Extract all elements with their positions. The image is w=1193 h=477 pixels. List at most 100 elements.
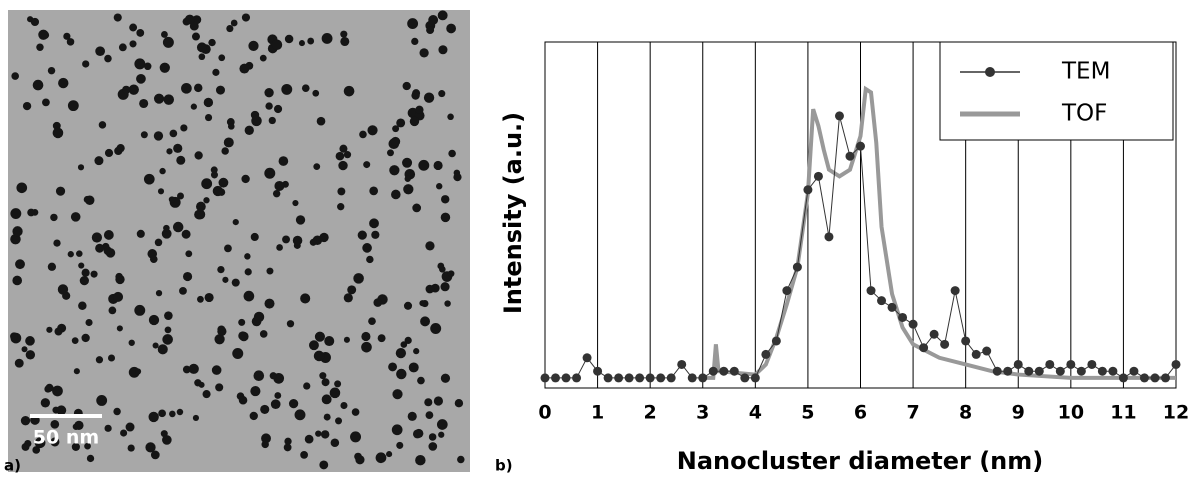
particle xyxy=(44,385,52,393)
particle xyxy=(218,177,229,188)
data-point xyxy=(719,366,729,376)
data-point xyxy=(540,373,550,383)
particle xyxy=(94,156,104,166)
particle xyxy=(261,433,271,444)
particle xyxy=(319,232,329,243)
particle xyxy=(162,334,173,345)
data-point xyxy=(603,373,613,383)
particles xyxy=(10,10,465,470)
particle xyxy=(25,350,36,360)
particle xyxy=(196,42,207,53)
particle xyxy=(440,373,451,383)
particle xyxy=(444,300,451,307)
particle xyxy=(340,402,348,410)
particle xyxy=(391,424,403,436)
particle xyxy=(10,233,21,245)
particle xyxy=(212,185,223,197)
particle xyxy=(448,149,456,158)
particle xyxy=(118,43,127,52)
particle xyxy=(265,102,273,110)
particle xyxy=(453,172,462,182)
particle xyxy=(440,282,450,292)
particle xyxy=(192,414,200,422)
particle xyxy=(50,213,58,222)
particle xyxy=(369,218,379,229)
particle xyxy=(173,143,183,153)
particle xyxy=(11,72,20,80)
particle xyxy=(12,275,23,286)
particle xyxy=(140,131,148,139)
data-point xyxy=(614,373,624,383)
data-point xyxy=(1171,359,1181,369)
particle xyxy=(313,163,321,170)
data-point xyxy=(729,366,739,376)
particle xyxy=(10,332,18,341)
particle xyxy=(253,311,265,323)
particle xyxy=(159,167,166,175)
particle xyxy=(337,187,346,196)
particle xyxy=(403,301,413,310)
particle xyxy=(127,444,135,452)
particle xyxy=(377,334,386,343)
data-point xyxy=(698,373,708,383)
particle xyxy=(362,243,372,253)
particle xyxy=(239,63,250,74)
particle xyxy=(264,87,274,98)
particle xyxy=(273,104,283,114)
particle xyxy=(418,159,430,171)
particle xyxy=(269,372,277,380)
legend-label: TEM xyxy=(1061,59,1110,85)
particle xyxy=(433,396,443,406)
particle xyxy=(120,429,128,437)
particle xyxy=(91,232,103,243)
particle xyxy=(139,98,149,109)
data-point xyxy=(1087,359,1097,369)
particle xyxy=(390,136,401,147)
particle xyxy=(181,82,192,94)
particle xyxy=(185,250,193,258)
particle xyxy=(157,188,165,195)
data-point xyxy=(1024,366,1034,376)
x-tick-label: 3 xyxy=(696,402,709,424)
particle xyxy=(412,429,422,439)
particle xyxy=(202,390,211,399)
legend-box xyxy=(939,41,1174,141)
data-point xyxy=(551,373,561,383)
particle xyxy=(244,268,252,276)
data-point xyxy=(982,346,992,356)
x-tick-label: 0 xyxy=(538,402,551,424)
particle xyxy=(307,37,315,45)
particle xyxy=(392,389,403,400)
particle xyxy=(320,430,330,439)
particle xyxy=(224,244,232,253)
y-axis-label: Intensity (a.u.) xyxy=(499,112,527,314)
particle xyxy=(217,326,227,336)
particle xyxy=(392,125,400,133)
particle xyxy=(259,54,267,62)
particle xyxy=(313,350,325,362)
particle xyxy=(337,203,345,211)
particle xyxy=(198,53,206,61)
particle xyxy=(58,77,69,89)
particle xyxy=(438,45,448,55)
data-point xyxy=(740,373,750,383)
data-point xyxy=(834,111,844,121)
particle xyxy=(149,255,158,263)
data-point xyxy=(1013,359,1023,369)
particle xyxy=(324,336,335,347)
particle xyxy=(152,342,159,349)
x-tick-label: 9 xyxy=(1012,402,1025,424)
particle xyxy=(425,284,435,294)
particle xyxy=(103,246,113,256)
particle xyxy=(154,238,163,247)
particle xyxy=(369,186,379,196)
particle xyxy=(134,368,142,375)
particle xyxy=(301,84,310,92)
particle xyxy=(226,24,234,33)
data-point xyxy=(582,353,592,363)
particle xyxy=(55,186,66,196)
particle xyxy=(321,394,332,405)
data-point xyxy=(971,349,981,359)
particle xyxy=(158,409,166,418)
